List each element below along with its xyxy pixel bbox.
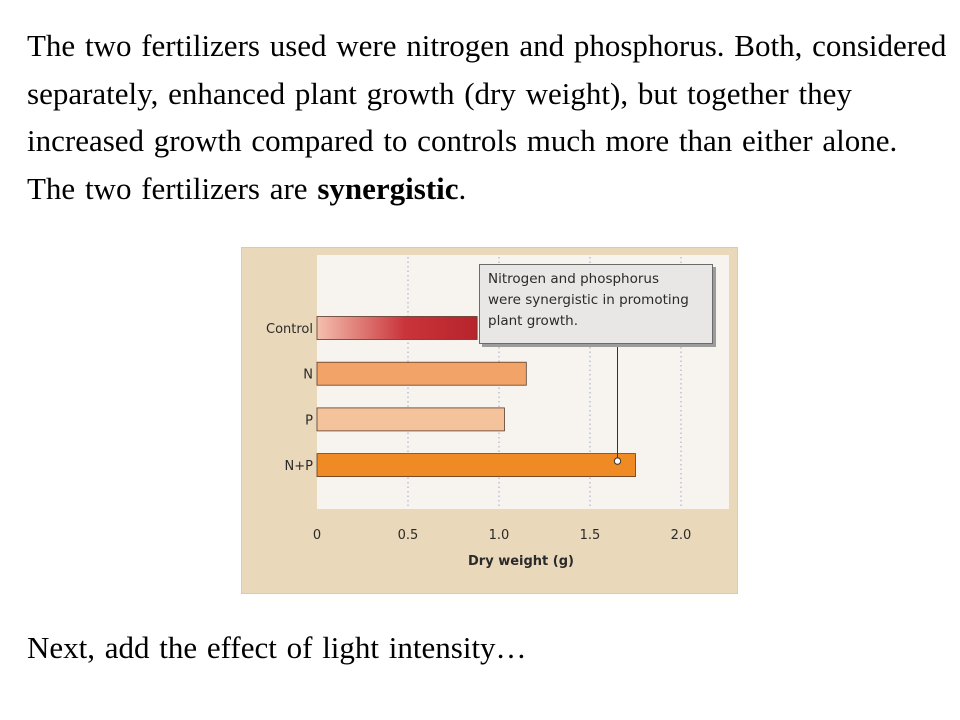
bar-chart-figure: Control N P N+P 0 0.5 1.0 1.5 2.0 Dry weight (g) … (241, 247, 738, 594)
category-label-n: N (303, 368, 313, 383)
bar-n-plus-p (316, 453, 636, 478)
slide-footer: Next, add the effect of light intensity… (27, 630, 527, 665)
category-label-p: P (305, 413, 313, 428)
bold-term: synergistic (317, 170, 459, 206)
bar-control (316, 316, 478, 340)
bar-n (316, 361, 527, 386)
tick-label-1.0: 1.0 (489, 528, 510, 543)
slide-paragraph: The two fertilizers used were nitrogen a… (27, 22, 952, 212)
tick-label-2.0: 2.0 (671, 528, 692, 543)
tick-label-0: 0 (313, 528, 321, 543)
annotation-line-1: Nitrogen and phosphorus (488, 271, 660, 287)
annotation-line-3: plant growth. (488, 313, 578, 329)
x-axis-title: Dry weight (g) (468, 554, 574, 569)
annotation-marker (613, 457, 622, 465)
category-label-control: Control (266, 322, 313, 337)
annotation-callout: Nitrogen and phosphorus were synergistic… (479, 264, 713, 344)
tick-label-1.5: 1.5 (580, 528, 601, 543)
tick-label-0.5: 0.5 (398, 528, 419, 543)
bar-p (316, 407, 505, 432)
paragraph-text: The two fertilizers used were nitrogen a… (27, 28, 947, 206)
annotation-line-2: were synergistic in promoting (488, 292, 689, 308)
paragraph-end: . (458, 170, 467, 206)
category-label-n-plus-p: N+P (285, 459, 314, 474)
